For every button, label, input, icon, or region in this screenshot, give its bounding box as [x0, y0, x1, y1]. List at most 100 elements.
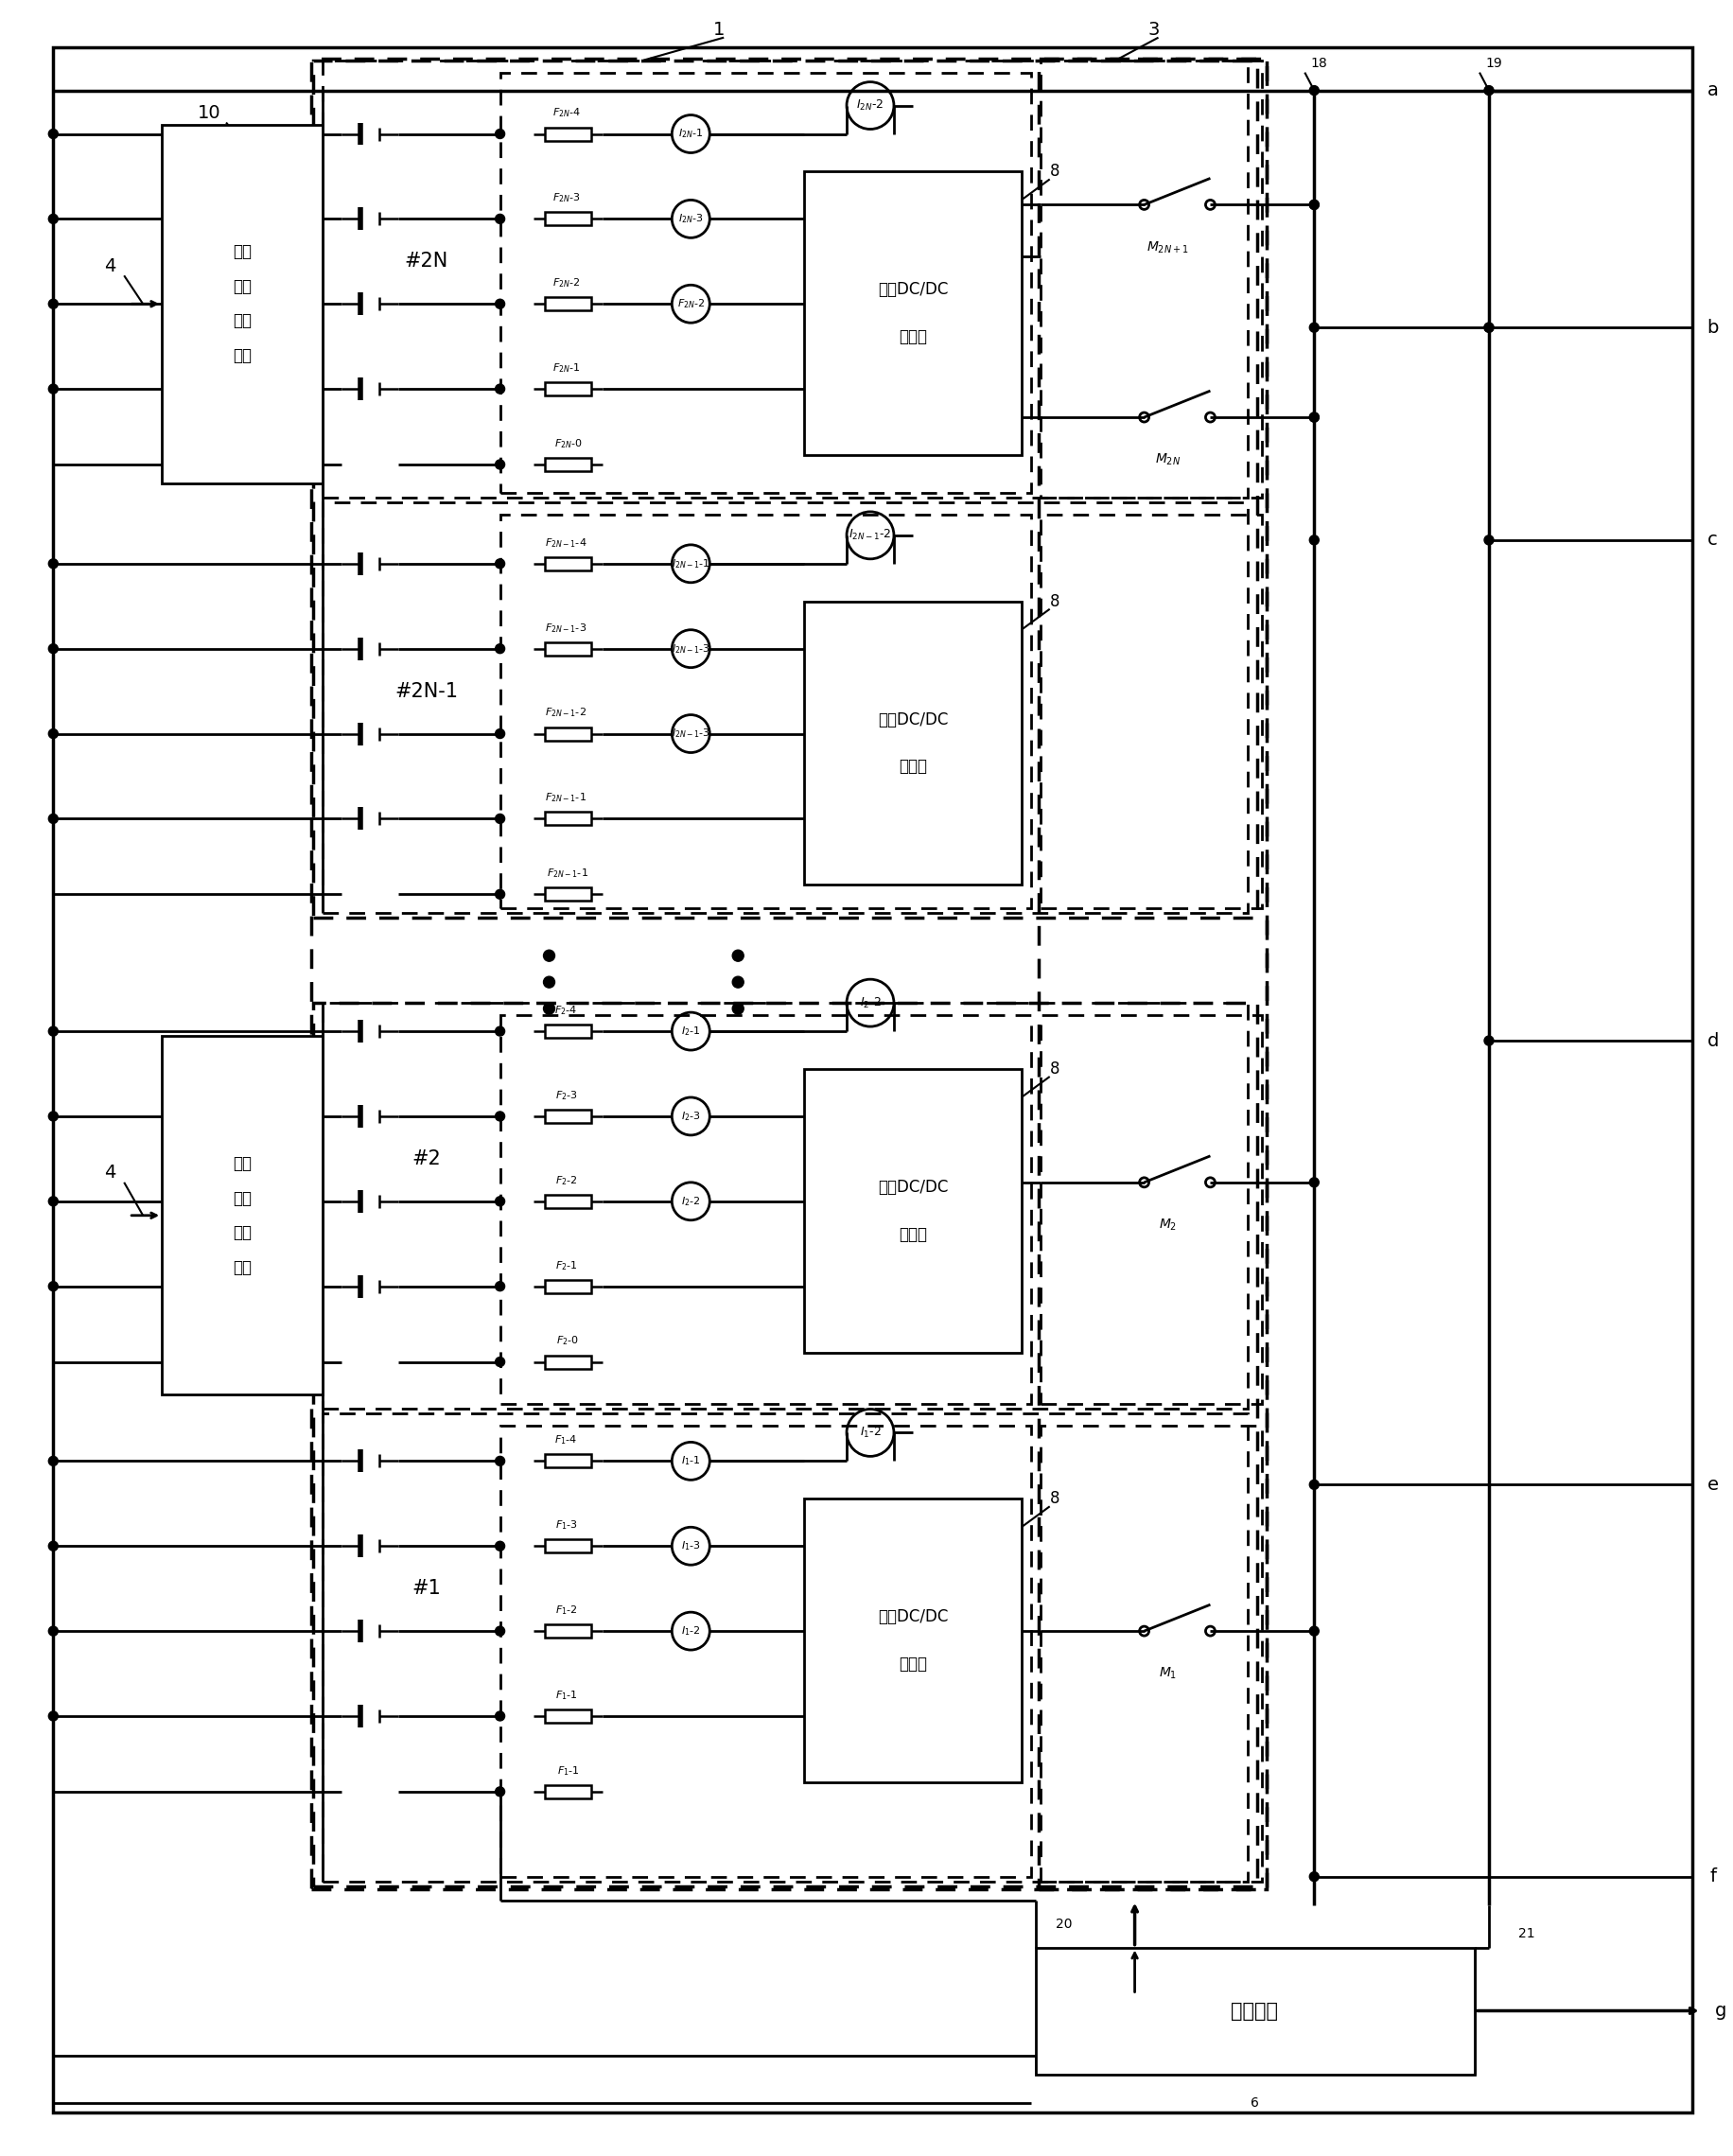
Circle shape — [49, 1026, 57, 1037]
Text: $I_2$-3: $I_2$-3 — [681, 1110, 700, 1123]
Circle shape — [1310, 86, 1319, 95]
Text: 变换器: 变换器 — [899, 1227, 927, 1242]
Circle shape — [496, 1712, 504, 1720]
Circle shape — [1483, 323, 1494, 332]
Bar — [544, 1623, 591, 1639]
Circle shape — [1310, 201, 1319, 209]
Text: 电路: 电路 — [232, 1259, 251, 1276]
Bar — [501, 73, 1031, 494]
Circle shape — [1310, 1479, 1319, 1490]
Text: #2: #2 — [412, 1149, 440, 1169]
Text: 集成: 集成 — [232, 1156, 251, 1173]
Text: 双向DC/DC: 双向DC/DC — [877, 1608, 948, 1626]
Text: $F_{2N}$-0: $F_{2N}$-0 — [555, 438, 582, 451]
Bar — [161, 125, 322, 483]
Bar — [544, 556, 591, 571]
Text: $I_{2N}$-1: $I_{2N}$-1 — [678, 127, 704, 140]
Text: 8: 8 — [1050, 593, 1059, 610]
Text: 19: 19 — [1485, 56, 1503, 69]
Text: 微控制器: 微控制器 — [1230, 2001, 1279, 2020]
Circle shape — [1483, 323, 1494, 332]
Text: $F_{2N-1}$-1: $F_{2N-1}$-1 — [546, 791, 587, 804]
Text: $I_{2N-1}$-2: $I_{2N-1}$-2 — [849, 528, 892, 543]
Bar — [501, 515, 1031, 908]
Text: #2N: #2N — [404, 252, 449, 272]
Bar — [804, 1069, 1021, 1352]
Bar — [544, 457, 591, 472]
Circle shape — [496, 213, 504, 224]
Text: $F_{2N}$-1: $F_{2N}$-1 — [553, 362, 581, 375]
Bar — [544, 1281, 591, 1294]
Circle shape — [733, 951, 743, 962]
Text: $F_1$-4: $F_1$-4 — [555, 1434, 577, 1447]
Text: 1: 1 — [714, 22, 724, 39]
Bar — [501, 1015, 1031, 1404]
Circle shape — [496, 1197, 504, 1205]
Bar — [804, 1498, 1021, 1783]
Circle shape — [496, 729, 504, 737]
Text: $M_{2N+1}$: $M_{2N+1}$ — [1147, 239, 1189, 254]
Circle shape — [49, 729, 57, 737]
Bar — [544, 382, 591, 395]
Circle shape — [496, 558, 504, 569]
Bar — [1038, 58, 1267, 1889]
Text: $M_2$: $M_2$ — [1159, 1218, 1177, 1233]
Circle shape — [49, 1112, 57, 1121]
Circle shape — [49, 1626, 57, 1636]
Text: 双向DC/DC: 双向DC/DC — [877, 711, 948, 729]
Bar — [544, 298, 591, 310]
Circle shape — [496, 300, 504, 308]
Text: $I_{2N-1}$-1: $I_{2N-1}$-1 — [671, 556, 711, 569]
Text: $F_2$-1: $F_2$-1 — [555, 1259, 577, 1272]
Bar — [544, 727, 591, 740]
Bar — [544, 1194, 591, 1207]
Bar — [544, 813, 591, 826]
Text: g: g — [1714, 2001, 1726, 2020]
Circle shape — [1310, 1177, 1319, 1188]
Text: $F_1$-1: $F_1$-1 — [555, 1688, 577, 1701]
Circle shape — [496, 1787, 504, 1796]
Text: 采集: 采集 — [232, 1225, 251, 1242]
Text: $F_1$-1: $F_1$-1 — [556, 1764, 579, 1777]
Circle shape — [1310, 201, 1319, 209]
Text: $F_{2N}$-4: $F_{2N}$-4 — [553, 106, 581, 119]
Bar — [314, 60, 1258, 918]
Bar — [322, 1414, 1248, 1882]
Circle shape — [496, 645, 504, 653]
Bar — [544, 888, 591, 901]
Circle shape — [1310, 535, 1319, 545]
Bar — [1036, 1947, 1475, 2074]
Text: $F_{2N-1}$-4: $F_{2N-1}$-4 — [546, 537, 587, 550]
Bar — [544, 1539, 591, 1552]
Circle shape — [49, 1281, 57, 1291]
Circle shape — [49, 645, 57, 653]
Circle shape — [496, 1356, 504, 1367]
Bar — [312, 58, 1267, 1889]
Bar — [322, 502, 1248, 914]
Text: $F_{2N}$-2: $F_{2N}$-2 — [553, 276, 581, 289]
Text: $F_{2N-1}$-1: $F_{2N-1}$-1 — [548, 867, 589, 880]
Circle shape — [496, 384, 504, 395]
Bar — [544, 1024, 591, 1037]
Circle shape — [49, 558, 57, 569]
Bar — [804, 172, 1021, 455]
Circle shape — [496, 1026, 504, 1037]
Bar — [544, 1356, 591, 1369]
Text: $F_2$-0: $F_2$-0 — [556, 1335, 579, 1348]
Circle shape — [496, 890, 504, 899]
Circle shape — [496, 1112, 504, 1121]
Bar — [1040, 60, 1262, 498]
Text: f: f — [1709, 1867, 1716, 1886]
Text: c: c — [1707, 530, 1717, 550]
Text: $I_1$-2: $I_1$-2 — [681, 1623, 700, 1639]
Text: 8: 8 — [1050, 1061, 1059, 1078]
Circle shape — [544, 977, 555, 987]
Text: $M_1$: $M_1$ — [1159, 1667, 1177, 1682]
Text: $I_{2N}$-3: $I_{2N}$-3 — [678, 211, 704, 226]
Bar — [161, 1037, 322, 1395]
Circle shape — [544, 1003, 555, 1013]
Text: $F_2$-3: $F_2$-3 — [555, 1089, 577, 1102]
Text: 电路: 电路 — [232, 347, 251, 364]
Bar — [501, 1425, 1031, 1876]
Text: 电压: 电压 — [232, 278, 251, 295]
